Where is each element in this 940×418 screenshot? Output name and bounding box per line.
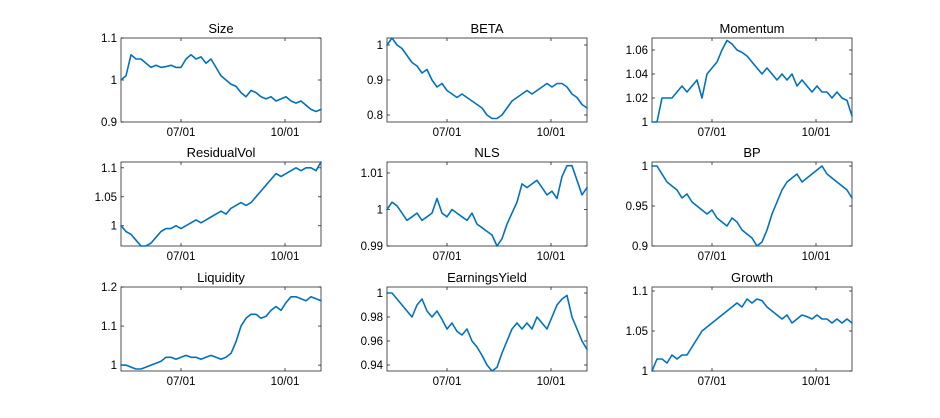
y-tick-label: 1.05 bbox=[95, 192, 117, 204]
y-tick-label: 1 bbox=[111, 75, 117, 87]
x-tick-label: 07/01 bbox=[698, 127, 727, 139]
y-tick-label: 1.04 bbox=[626, 69, 649, 81]
chart-title: Momentum bbox=[719, 21, 784, 36]
chart-title: BETA bbox=[471, 21, 504, 36]
plot-frame bbox=[386, 37, 588, 123]
x-tick-label: 07/01 bbox=[167, 376, 196, 388]
x-tick-label: 07/01 bbox=[698, 376, 727, 388]
chart-beta: BETA 0.8 0.9 1 07/01 10/01 bbox=[367, 21, 588, 139]
plot-frame bbox=[651, 286, 853, 372]
chart-liquidity: Liquidity 1 1.1 1.2 07/01 10/01 bbox=[101, 270, 322, 388]
y-tick-label: 1.1 bbox=[632, 286, 648, 298]
series-line-beta bbox=[386, 37, 588, 120]
y-tick-label: 1.06 bbox=[626, 45, 648, 57]
y-tick-label: 0.98 bbox=[361, 312, 383, 324]
chart-title: ResidualVol bbox=[187, 145, 256, 160]
x-tick-label: 10/01 bbox=[271, 251, 300, 263]
y-tick-label: 1 bbox=[111, 360, 117, 372]
x-tick-label: 07/01 bbox=[167, 127, 196, 139]
y-tick-label: 0.9 bbox=[101, 117, 117, 129]
y-tick-label: 1.02 bbox=[626, 93, 648, 105]
plot-frame bbox=[386, 161, 588, 247]
chart-title: BP bbox=[743, 145, 760, 160]
y-tick-label: 1.01 bbox=[361, 168, 383, 180]
chart-nls: NLS 0.99 1 1.01 07/01 10/01 bbox=[361, 145, 588, 263]
y-tick-label: 1.2 bbox=[101, 282, 117, 294]
y-tick-label: 0.9 bbox=[632, 241, 648, 253]
y-tick-label: 0.99 bbox=[361, 241, 383, 253]
y-tick-label: 0.94 bbox=[361, 360, 384, 372]
series-line-momentum bbox=[651, 39, 853, 123]
y-tick-label: 1 bbox=[642, 161, 648, 173]
plot-frame bbox=[651, 161, 853, 247]
x-tick-label: 10/01 bbox=[271, 376, 300, 388]
y-tick-label: 1.1 bbox=[101, 321, 117, 333]
plot-frame bbox=[120, 37, 322, 123]
chart-title: Growth bbox=[731, 270, 773, 285]
chart-momentum: Momentum 1 1.02 1.04 1.06 07/01 10/01 bbox=[626, 21, 853, 139]
x-tick-label: 10/01 bbox=[271, 127, 300, 139]
y-tick-label: 1 bbox=[377, 204, 383, 216]
plot-frame bbox=[386, 286, 588, 372]
series-line-nls bbox=[386, 164, 588, 247]
y-tick-label: 1 bbox=[642, 117, 648, 129]
y-tick-label: 1.1 bbox=[101, 163, 117, 175]
x-tick-label: 10/01 bbox=[802, 127, 831, 139]
chart-growth: Growth 1 1.05 1.1 07/01 10/01 bbox=[626, 270, 853, 388]
y-tick-label: 1 bbox=[642, 366, 648, 378]
plot-frame bbox=[651, 37, 853, 123]
y-tick-label: 0.96 bbox=[361, 336, 383, 348]
series-line-residualvol bbox=[120, 161, 322, 247]
plot-frame bbox=[120, 286, 322, 372]
x-tick-label: 07/01 bbox=[698, 251, 727, 263]
x-tick-label: 10/01 bbox=[802, 251, 831, 263]
y-tick-label: 1.1 bbox=[101, 33, 117, 45]
chart-size: Size 0.9 1 1.1 07/01 10/01 bbox=[101, 21, 322, 139]
chart-earningsyield: EarningsYield 0.94 0.96 0.98 1 07/01 10/01 bbox=[361, 270, 588, 388]
series-line-growth bbox=[651, 298, 853, 372]
series-line-size bbox=[120, 53, 322, 113]
chart-title: NLS bbox=[474, 145, 500, 160]
y-tick-label: 0.8 bbox=[367, 110, 383, 122]
y-tick-label: 1 bbox=[111, 221, 117, 233]
y-tick-label: 1.05 bbox=[626, 326, 648, 338]
x-tick-label: 07/01 bbox=[167, 251, 196, 263]
plot-frame bbox=[120, 161, 322, 247]
chart-bp: BP 0.9 0.95 1 07/01 10/01 bbox=[626, 145, 853, 263]
x-tick-label: 07/01 bbox=[433, 251, 462, 263]
chart-residualvol: ResidualVol 1 1.05 1.1 07/01 10/01 bbox=[95, 145, 322, 263]
series-line-bp bbox=[651, 165, 853, 247]
series-line-earningsyield bbox=[386, 292, 588, 372]
x-tick-label: 07/01 bbox=[433, 376, 462, 388]
y-tick-label: 1 bbox=[377, 288, 383, 300]
x-tick-label: 10/01 bbox=[802, 376, 831, 388]
x-tick-label: 07/01 bbox=[433, 127, 462, 139]
x-tick-label: 10/01 bbox=[537, 376, 566, 388]
series-line-liquidity bbox=[120, 295, 322, 370]
y-tick-label: 1 bbox=[377, 40, 383, 52]
chart-title: Liquidity bbox=[197, 270, 245, 285]
y-tick-label: 0.9 bbox=[367, 75, 383, 87]
x-tick-label: 10/01 bbox=[537, 127, 566, 139]
y-tick-label: 0.95 bbox=[626, 201, 648, 213]
chart-title: Size bbox=[208, 21, 233, 36]
x-tick-label: 10/01 bbox=[537, 251, 566, 263]
chart-title: EarningsYield bbox=[447, 270, 527, 285]
